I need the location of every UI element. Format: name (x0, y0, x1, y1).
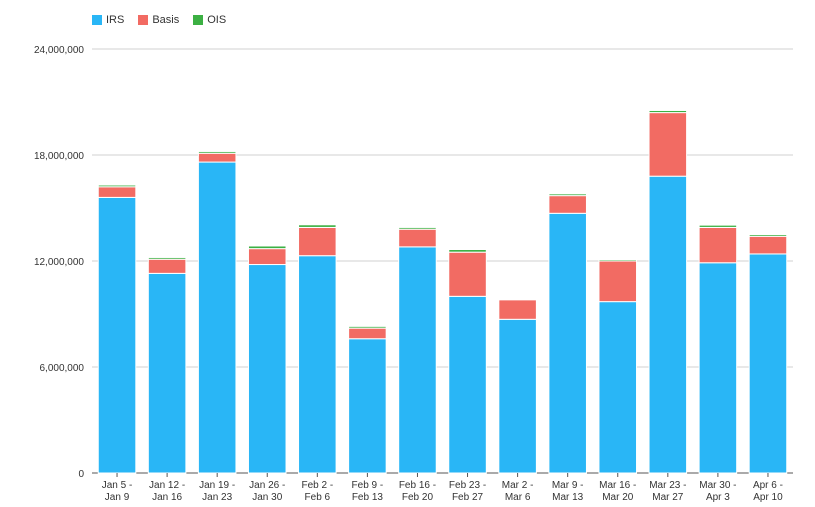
bar-basis (748, 235, 788, 255)
bar-basis (97, 186, 137, 198)
x-tick-label: Mar 16 - (599, 480, 636, 491)
x-tick-label: Feb 20 (402, 492, 434, 503)
x-tick-label: Apr 10 (753, 492, 783, 503)
x-tick-label: Jan 16 (152, 492, 182, 503)
bar-ois (97, 184, 137, 188)
y-tick-label: 0 (78, 469, 84, 480)
bar-irs (247, 264, 287, 474)
bar-irs (448, 295, 487, 474)
bar-ois (548, 193, 587, 197)
bar-irs (548, 212, 587, 474)
bar-irs (97, 196, 137, 474)
x-tick-label: Jan 5 - (102, 480, 133, 491)
y-tick-label: 6,000,000 (40, 363, 85, 374)
x-tick-label: Mar 23 - (649, 480, 686, 491)
chart-legend: IRS Basis OIS (92, 14, 226, 26)
bar-ois (398, 226, 437, 230)
bar-basis (448, 251, 487, 297)
bar-basis (298, 226, 337, 257)
bar-basis (348, 327, 387, 340)
bar-ois (448, 249, 487, 253)
x-tick-label: Feb 23 - (449, 480, 486, 491)
bar-basis (698, 226, 738, 264)
bar-basis (598, 260, 638, 303)
legend-label: OIS (207, 14, 227, 26)
x-tick-label: Apr 3 (706, 492, 730, 503)
x-tick-label: Mar 13 (552, 492, 584, 503)
bar-irs (598, 301, 638, 474)
x-tick-label: Mar 30 - (699, 480, 736, 491)
bar-ois (748, 234, 788, 237)
bar-basis (648, 112, 688, 177)
bar-irs (398, 246, 437, 474)
x-tick-label: Jan 30 (252, 492, 282, 503)
x-tick-label: Feb 2 - (301, 480, 333, 491)
x-tick-label: Feb 13 (352, 492, 384, 503)
x-tick-label: Mar 9 - (552, 480, 584, 491)
x-tick-label: Apr 6 - (753, 480, 783, 491)
x-tick-label: Feb 9 - (352, 480, 384, 491)
bar-irs (748, 253, 788, 474)
x-tick-label: Mar 6 (505, 492, 531, 503)
bar-basis (147, 258, 187, 274)
x-tick-label: Mar 27 (652, 492, 684, 503)
x-tick-label: Jan 26 - (249, 480, 285, 491)
bar-ois (298, 224, 337, 228)
legend-swatch (138, 15, 149, 25)
x-tick-label: Feb 16 - (399, 480, 436, 491)
legend-swatch (92, 15, 102, 25)
bar-irs (648, 175, 688, 474)
bar-ois (598, 259, 638, 262)
bar-irs (197, 161, 237, 474)
x-tick-label: Mar 2 - (502, 480, 534, 491)
bar-basis (247, 248, 287, 266)
bar-basis (548, 195, 587, 214)
bar-irs (147, 272, 187, 474)
bar-basis (197, 152, 237, 163)
bar-irs (298, 255, 337, 474)
legend-item-irs[interactable]: IRS (92, 14, 124, 26)
bar-basis (498, 299, 537, 320)
x-tick-label: Jan 23 (202, 492, 232, 503)
bar-ois (247, 245, 287, 250)
x-tick-label: Feb 6 (305, 492, 331, 503)
bar-basis (398, 228, 437, 248)
y-tick-label: 18,000,000 (34, 151, 84, 162)
bar-ois (147, 256, 187, 260)
legend-item-basis[interactable]: Basis (138, 14, 179, 26)
legend-label: IRS (106, 14, 125, 26)
x-tick-label: Jan 19 - (199, 480, 235, 491)
x-tick-label: Jan 9 (105, 492, 130, 503)
x-tick-label: Jan 12 - (149, 480, 185, 491)
legend-item-ois[interactable]: OIS (193, 14, 226, 26)
bar-irs (698, 262, 738, 474)
bar-irs (348, 338, 387, 474)
y-tick-label: 24,000,000 (34, 45, 84, 56)
x-tick-label: Mar 20 (602, 492, 634, 503)
bar-irs (498, 318, 537, 474)
y-tick-label: 12,000,000 (34, 257, 84, 268)
bar-ois (197, 150, 237, 154)
legend-swatch (193, 15, 204, 25)
legend-label: Basis (152, 14, 180, 26)
bar-ois (698, 224, 738, 228)
bar-ois (348, 325, 387, 329)
x-tick-label: Feb 27 (452, 492, 484, 503)
bar-ois (648, 109, 688, 114)
